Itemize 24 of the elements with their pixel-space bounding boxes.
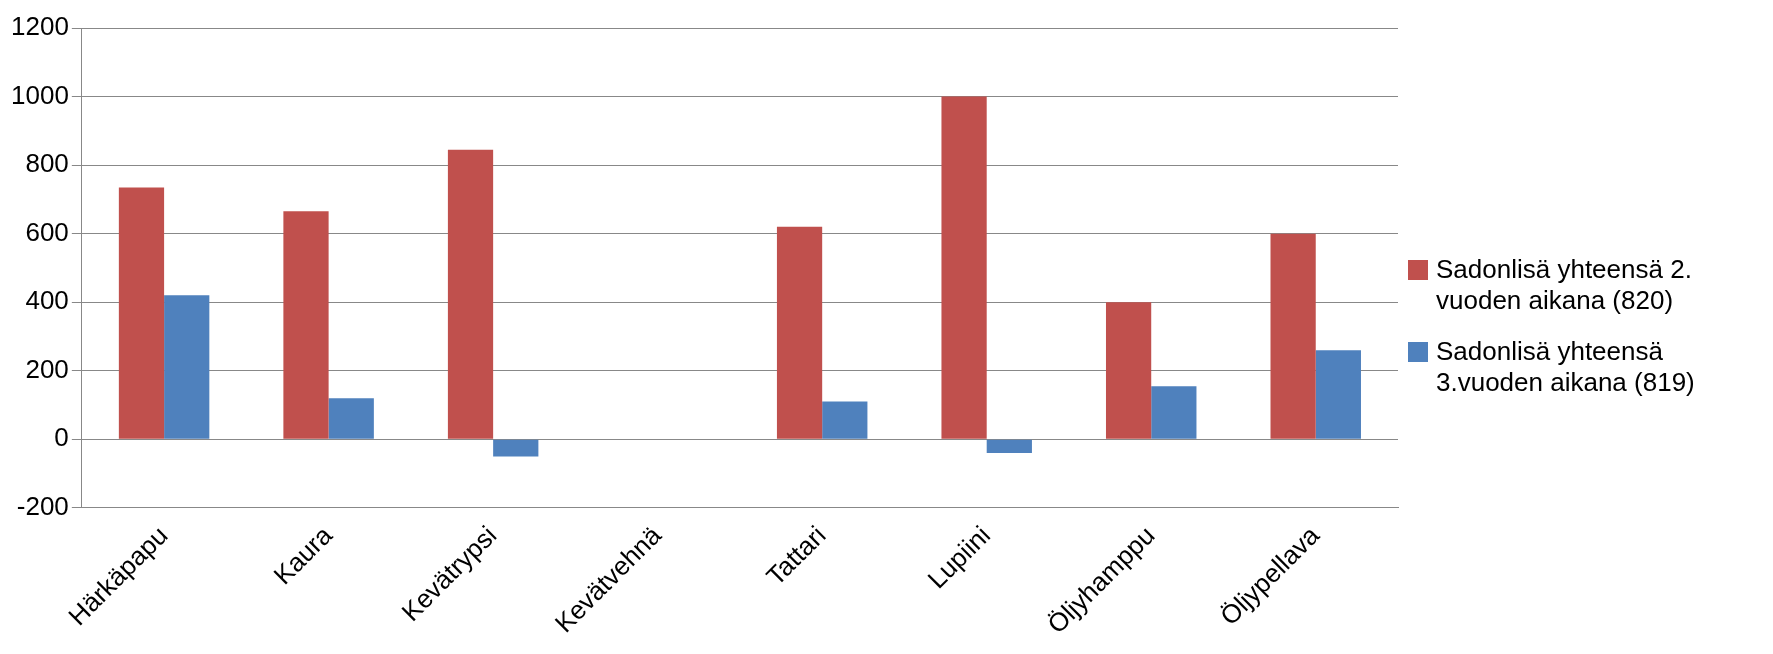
y-tick-label: 1200 [11, 11, 69, 42]
y-tick-label: 1000 [11, 79, 69, 110]
y-tick-label: 600 [25, 216, 69, 247]
bar [493, 439, 539, 457]
y-tick-label: 800 [25, 148, 69, 179]
y-tick-label: -200 [16, 491, 69, 522]
y-tick-label: 200 [25, 353, 69, 384]
bar [118, 187, 165, 439]
bar [447, 149, 494, 439]
bar [776, 226, 823, 439]
bar [1151, 386, 1197, 439]
y-tick-label: 0 [54, 422, 69, 453]
bar [986, 439, 1032, 453]
bar [941, 96, 987, 439]
bar [822, 401, 868, 439]
bar [1315, 350, 1361, 439]
legend-label: Sadonlisä yhteensä 2. vuoden aikana (820) [1436, 254, 1693, 316]
legend-label: Sadonlisä yhteensä 3.vuoden aikana (819) [1436, 336, 1696, 398]
bar [283, 211, 329, 439]
y-tick-label: 400 [25, 285, 69, 316]
bar [1270, 233, 1316, 439]
bar [328, 398, 374, 439]
bar [164, 295, 210, 439]
bar [1105, 302, 1152, 439]
